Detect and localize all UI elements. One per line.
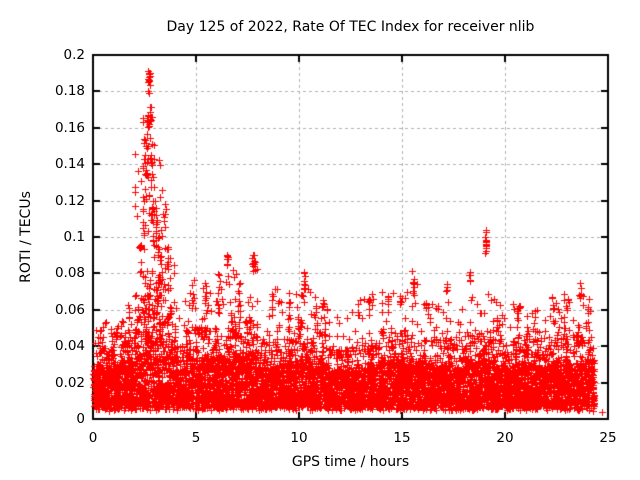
y-tick-label: 0.2 (63, 47, 85, 63)
x-tick-label: 20 (496, 430, 514, 446)
x-tick-label: 0 (88, 430, 98, 446)
y-tick-label: 0.04 (54, 338, 85, 355)
y-tick-label: 0.16 (54, 119, 85, 136)
chart-title: Day 125 of 2022, Rate Of TEC Index for r… (166, 19, 535, 35)
y-tick-label: 0.14 (54, 156, 85, 173)
y-tick-label: 0.18 (54, 83, 85, 100)
y-tick-label: 0.1 (63, 229, 85, 245)
x-tick-label: 15 (393, 430, 411, 446)
x-tick-label: 25 (599, 430, 617, 446)
y-tick-label: 0.02 (54, 374, 85, 391)
x-axis-label: GPS time / hours (291, 454, 410, 470)
y-tick-label: 0 (76, 411, 85, 427)
x-tick-label: 10 (290, 430, 308, 446)
y-tick-label: 0.06 (54, 301, 85, 318)
y-tick-label: 0.08 (54, 265, 85, 282)
x-tick-label: 5 (191, 430, 201, 446)
y-tick-label: 0.12 (54, 192, 85, 209)
